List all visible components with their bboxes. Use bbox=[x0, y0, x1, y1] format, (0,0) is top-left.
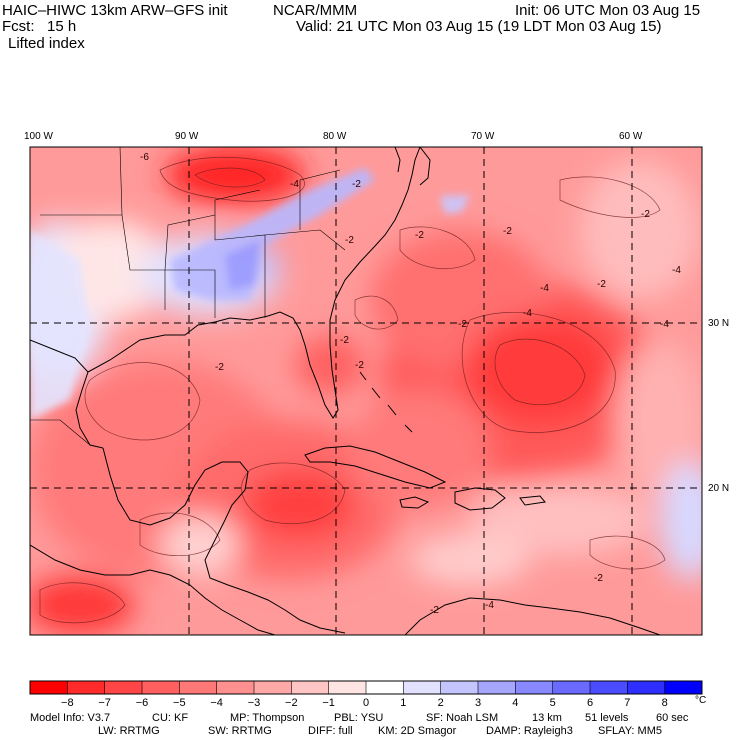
colorbar-tick-label: −4 bbox=[210, 697, 223, 709]
colorbar-swatch bbox=[440, 681, 479, 694]
footer-sw: SW: RRTMG bbox=[208, 725, 272, 737]
footer-cu: CU: KF bbox=[152, 712, 189, 724]
colorbar-swatch bbox=[291, 681, 330, 694]
contour-label: -2 bbox=[594, 573, 603, 584]
colorbar-swatch bbox=[403, 681, 442, 694]
contour-label: -4 bbox=[672, 265, 681, 276]
contour-label: -4 bbox=[523, 308, 532, 319]
colorbar-tick-label: 0 bbox=[362, 697, 370, 709]
contour-label: -2 bbox=[503, 226, 512, 237]
colorbar-swatch bbox=[664, 681, 703, 694]
contour-label: -2 bbox=[641, 209, 650, 220]
colorbar-swatch bbox=[590, 681, 628, 694]
colorbar-swatch bbox=[254, 681, 292, 694]
footer-sflay: SFLAY: MM5 bbox=[598, 725, 662, 737]
model-title: HAIC–HIWC 13km ARW–GFS init bbox=[2, 2, 228, 19]
contour-label: -2 bbox=[340, 335, 349, 346]
colorbar-swatch bbox=[142, 681, 180, 694]
footer-lw: LW: RRTMG bbox=[98, 725, 160, 737]
colorbar-tick-label: −3 bbox=[247, 697, 261, 709]
colorbar-tick-label: 1 bbox=[400, 697, 407, 709]
map-field bbox=[30, 147, 702, 635]
footer-mp: MP: Thompson bbox=[230, 712, 305, 724]
colorbar-tick-label: −6 bbox=[135, 697, 149, 709]
field-name: Lifted index bbox=[8, 35, 85, 52]
colorbar-tick-label: 5 bbox=[549, 697, 556, 709]
colorbar-tick-label: −5 bbox=[173, 697, 186, 709]
contour-label: -2 bbox=[355, 360, 364, 371]
footer-levels: 51 levels bbox=[585, 712, 629, 724]
colorbar-swatch bbox=[216, 681, 255, 694]
lon-label-80w: 80 W bbox=[323, 131, 347, 142]
colorbar-tick-label: 7 bbox=[624, 697, 631, 709]
lon-label-70w: 70 W bbox=[471, 131, 495, 142]
contour-label: -4 bbox=[290, 179, 299, 190]
contour-label: -2 bbox=[345, 235, 354, 246]
contour-label: -2 bbox=[430, 605, 439, 616]
colorbar-swatch bbox=[104, 681, 143, 694]
lat-label-20n: 20 N bbox=[708, 483, 730, 494]
footer-pbl: PBL: YSU bbox=[334, 712, 384, 724]
graticule bbox=[30, 147, 702, 635]
contour-label: -2 bbox=[215, 362, 224, 373]
colorbar-tick-label: 8 bbox=[661, 697, 668, 709]
footer-damp: DAMP: Rayleigh3 bbox=[486, 725, 573, 737]
state-borders bbox=[30, 147, 346, 446]
footer-diff: DIFF: full bbox=[308, 725, 353, 737]
colorbar-unit: °C bbox=[695, 695, 707, 706]
colorbar-swatch bbox=[67, 681, 106, 694]
contour-label: -2 bbox=[352, 179, 361, 190]
colorbar-swatch bbox=[366, 681, 404, 694]
valid-time: Valid: 21 UTC Mon 03 Aug 15 (19 LDT Mon … bbox=[296, 18, 662, 35]
colorbar-tick-label: −1 bbox=[322, 697, 335, 709]
colorbar-swatch bbox=[478, 681, 516, 694]
contour-labels: -6 -4 -2 -2 -2 -2 -4 -4 -2 -2 -4 -4 -2 -2 -2 -2 -2 -4 -2 bbox=[140, 152, 681, 616]
colorbar-frame bbox=[29, 680, 703, 695]
colorbar-tick-label: 6 bbox=[586, 697, 594, 709]
footer-km: KM: 2D Smagor bbox=[378, 725, 457, 737]
forecast-hour: Fcst: 15 h bbox=[2, 18, 77, 35]
contour-label: -2 bbox=[415, 230, 424, 241]
colorbar-swatch bbox=[515, 681, 554, 694]
contour-label: -4 bbox=[540, 283, 549, 294]
lifted-index-map: -6 -4 -2 -2 -2 -2 -4 -4 -2 -2 -4 -4 -2 -2 -2 -2 -2 -4 -2 bbox=[29, 146, 703, 636]
contour-label: -2 bbox=[597, 279, 606, 290]
colorbar-swatch bbox=[552, 681, 591, 694]
footer-timestep: 60 sec bbox=[656, 712, 689, 724]
contour-label: -4 bbox=[660, 319, 669, 330]
colorbar-tick-label: −8 bbox=[61, 697, 74, 709]
contour-label: -4 bbox=[485, 600, 494, 611]
colorbar-swatch bbox=[627, 681, 666, 694]
init-time: Init: 06 UTC Mon 03 Aug 15 bbox=[515, 2, 701, 19]
contour-label: -6 bbox=[140, 152, 149, 163]
colorbar-tick-label: 4 bbox=[512, 697, 519, 709]
colorbar-swatch bbox=[30, 681, 68, 694]
colorbar-tick-label: 2 bbox=[437, 697, 444, 709]
colorbar-tick-label: 3 bbox=[474, 697, 482, 709]
colorbar-swatch bbox=[179, 681, 218, 694]
footer-sf: SF: Noah LSM bbox=[426, 712, 499, 724]
footer-model-info: Model Info: V3.7 bbox=[30, 712, 111, 724]
footer-resolution: 13 km bbox=[532, 712, 562, 724]
coastlines bbox=[30, 147, 661, 635]
colorbar-tick-label: −2 bbox=[285, 697, 298, 709]
map-frame bbox=[29, 146, 703, 636]
lat-label-30n: 30 N bbox=[708, 318, 730, 329]
colorbar-tick-label: −7 bbox=[98, 697, 111, 709]
lon-label-90w: 90 W bbox=[175, 131, 199, 142]
lon-label-60w: 60 W bbox=[619, 131, 643, 142]
lon-label-100w: 100 W bbox=[24, 131, 53, 142]
contour-lines bbox=[39, 156, 666, 624]
organization-label: NCAR/MMM bbox=[273, 2, 358, 19]
contour-label: -2 bbox=[458, 319, 467, 330]
colorbar-swatch bbox=[328, 681, 367, 694]
